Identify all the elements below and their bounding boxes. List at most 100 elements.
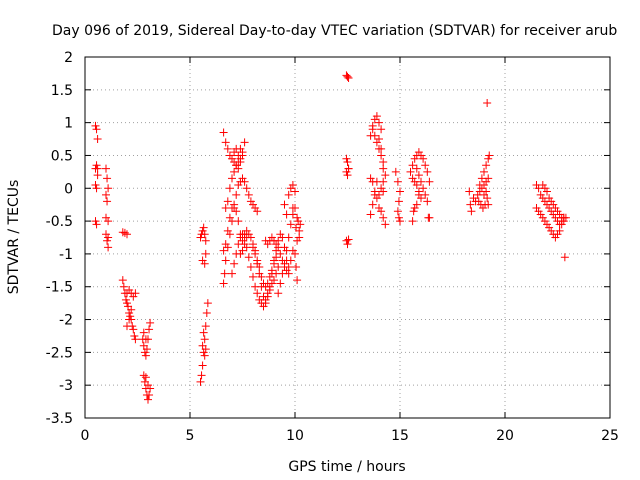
axis-ticks <box>84 56 611 419</box>
data-point-marker <box>538 213 547 222</box>
data-point-marker <box>467 207 476 216</box>
x-tick-labels: 0 5 10 15 20 25 <box>81 428 619 444</box>
data-point-marker <box>121 295 130 304</box>
data-point-marker <box>465 187 474 196</box>
x-tick-label: 20 <box>496 428 514 444</box>
data-point-marker <box>131 289 140 298</box>
data-point-marker <box>238 246 247 255</box>
data-point-marker <box>146 384 155 393</box>
data-point-marker <box>144 381 152 390</box>
data-point-marker <box>230 259 239 268</box>
data-point-marker <box>129 325 138 334</box>
data-point-marker <box>393 177 402 186</box>
y-tick-label: 0.5 <box>51 148 73 164</box>
data-point-marker <box>466 200 475 209</box>
data-point-marker <box>343 158 352 167</box>
data-point-marker <box>393 207 402 216</box>
data-point-marker <box>419 154 428 163</box>
data-point-marker <box>417 177 425 186</box>
data-point-marker <box>144 395 152 404</box>
data-point-marker <box>377 151 386 160</box>
data-point-marker <box>280 200 289 209</box>
data-point-marker <box>236 154 245 163</box>
data-point-marker <box>201 236 210 245</box>
data-point-marker <box>559 217 568 226</box>
data-point-marker <box>366 210 375 219</box>
data-point-marker <box>125 286 134 295</box>
data-point-marker <box>201 322 210 331</box>
data-point-marker <box>104 217 113 226</box>
data-point-marker <box>221 240 230 249</box>
data-point-marker <box>293 276 302 285</box>
y-tick-label: -2 <box>59 313 73 329</box>
data-point-marker <box>236 249 245 258</box>
data-point-marker <box>200 335 209 344</box>
data-point-marker <box>265 282 274 291</box>
data-point-marker <box>123 322 131 331</box>
data-point-marker <box>549 200 558 209</box>
data-point-marker <box>482 187 491 196</box>
data-point-marker <box>142 345 151 354</box>
data-point-marker <box>536 210 545 219</box>
data-point-marker <box>366 174 375 183</box>
data-point-marker <box>485 151 494 160</box>
data-point-marker <box>412 164 421 173</box>
data-point-marker <box>477 184 486 193</box>
data-point-marker <box>240 240 249 249</box>
data-point-marker <box>274 289 283 298</box>
x-tick-label: 10 <box>286 428 304 444</box>
data-point-marker <box>200 351 209 360</box>
data-point-marker <box>244 253 253 262</box>
data-point-marker <box>232 190 241 199</box>
data-point-marker <box>244 230 253 239</box>
data-point-marker <box>232 207 241 216</box>
data-point-marker <box>293 213 302 222</box>
data-point-marker <box>141 335 150 344</box>
data-point-marker <box>249 200 257 209</box>
y-tick-label: 1.5 <box>51 83 73 99</box>
x-axis-label: GPS time / hours <box>288 459 405 475</box>
data-point-marker <box>379 213 388 222</box>
data-point-marker <box>228 174 236 183</box>
data-point-marker <box>286 220 295 229</box>
y-tick-labels: -3.5 -3 -2.5 -2 -1.5 -1 -0.5 0 0.5 1 1.5 2 <box>46 50 73 427</box>
data-point-marker <box>294 217 303 226</box>
data-point-marker <box>198 226 207 235</box>
plot-frame <box>84 56 611 419</box>
data-point-marker <box>417 151 425 160</box>
data-point-marker <box>295 233 304 242</box>
data-point-marker <box>199 328 208 337</box>
data-point-marker <box>551 203 560 212</box>
data-point-marker <box>547 226 556 235</box>
data-point-marker <box>259 292 268 301</box>
data-point-marker <box>240 138 249 147</box>
data-point-marker <box>560 253 569 262</box>
data-point-marker <box>123 230 131 239</box>
data-point-marker <box>104 184 113 193</box>
data-point-marker <box>412 200 421 209</box>
data-point-marker <box>474 197 483 206</box>
data-point-marker <box>421 190 430 199</box>
data-point-marker <box>274 243 283 252</box>
data-point-marker <box>92 161 101 170</box>
data-point-marker <box>257 282 266 291</box>
data-point-marker <box>145 325 154 334</box>
data-point-marker <box>276 249 285 258</box>
data-point-marker <box>538 180 547 189</box>
data-point-marker <box>553 207 562 216</box>
data-point-marker <box>139 371 148 380</box>
data-point-marker <box>370 115 379 124</box>
data-point-marker <box>131 335 140 344</box>
data-point-marker <box>291 187 299 196</box>
y-tick-label: -0.5 <box>46 214 73 230</box>
data-point-marker <box>93 135 102 144</box>
data-point-marker <box>410 154 419 163</box>
data-point-marker <box>370 131 379 140</box>
data-point-marker <box>408 217 417 226</box>
data-point-marker <box>540 217 549 226</box>
data-point-marker <box>381 220 390 229</box>
data-point-marker <box>288 203 297 212</box>
data-point-marker <box>253 207 262 216</box>
data-point-marker <box>246 263 255 272</box>
data-points <box>91 71 570 404</box>
